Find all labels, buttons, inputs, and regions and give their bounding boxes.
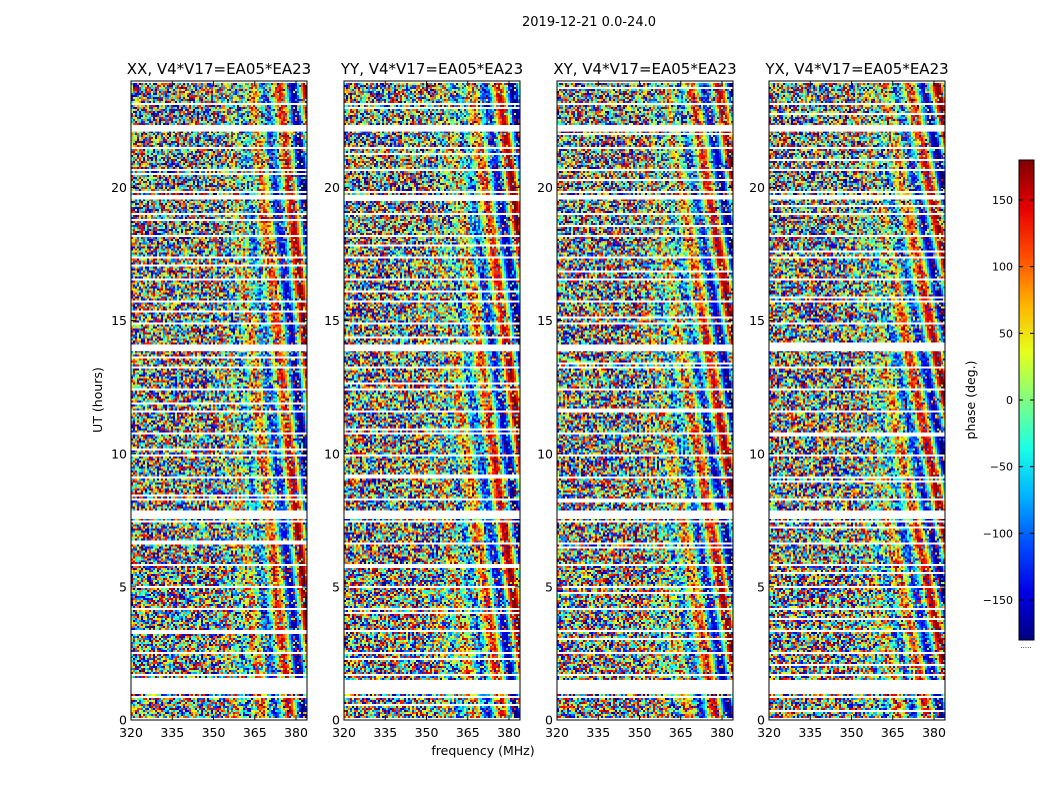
panel-frame: [556, 80, 734, 721]
x-tick-label: 380: [922, 725, 946, 740]
x-tick-label: 350: [202, 725, 226, 740]
y-tick-label: 20: [537, 180, 553, 195]
x-tick-label: 365: [243, 725, 267, 740]
data-gap: [344, 680, 520, 694]
x-tick-label: 365: [456, 725, 480, 740]
colorbar-label: phase (deg.): [963, 361, 978, 440]
y-tick-label: 0: [545, 713, 553, 728]
y-tick-label: 0: [332, 713, 340, 728]
panel-title: YY, V4*V17=EA05*EA23: [340, 60, 523, 78]
y-tick-label: 0: [757, 713, 765, 728]
panel-yx: YX, V4*V17=EA05*EA23 320 335 350 365 380 0 5 10 1…: [749, 60, 949, 740]
panel-xy: XY, V4*V17=EA05*EA23 320 335 350 365 380 0 5 10 1…: [537, 60, 737, 740]
y-tick-label: 10: [111, 446, 127, 461]
x-tick-label: 320: [545, 725, 569, 740]
y-axis-label: UT (hours): [90, 367, 105, 433]
panel-frame: [343, 80, 521, 721]
data-gap: [131, 680, 307, 694]
y-tick-label: 15: [324, 313, 340, 328]
y-tick-label: 15: [111, 313, 127, 328]
y-tick-label: 20: [324, 180, 340, 195]
data-gap: [769, 680, 945, 694]
colorbar-tick-label: 150: [992, 194, 1013, 207]
phase-heatmap: [344, 81, 520, 720]
y-tick-label: 15: [537, 313, 553, 328]
data-gap: [557, 195, 733, 200]
data-gap: [131, 127, 307, 132]
y-tick-label: 10: [749, 446, 765, 461]
data-gap: [344, 195, 520, 200]
data-gap: [344, 510, 520, 519]
x-tick-label: 320: [119, 725, 143, 740]
colorbar-tick-label: 50: [999, 327, 1013, 340]
colorbar-bottom-label: .....: [1020, 642, 1031, 650]
colorbar-tick-label: −100: [983, 527, 1013, 540]
x-axis-label: frequency (MHz): [431, 743, 534, 758]
panel-group: XX, V4*V17=EA05*EA23 320 335 350 365 380 0 5 10 1…: [111, 60, 949, 740]
panel-frame: [130, 80, 308, 721]
colorbar: −150 −100 −50 0 50 100 150: [983, 159, 1035, 641]
x-tick-label: 320: [757, 725, 781, 740]
panel-title: XY, V4*V17=EA05*EA23: [553, 60, 736, 78]
y-tick-label: 5: [545, 579, 553, 594]
y-tick-label: 15: [749, 313, 765, 328]
y-tick-label: 20: [111, 180, 127, 195]
data-gap: [769, 510, 945, 519]
x-tick-label: 380: [497, 725, 521, 740]
panel-xx: XX, V4*V17=EA05*EA23 320 335 350 365 380 0 5 10 1…: [111, 60, 311, 740]
panel-title: XX, V4*V17=EA05*EA23: [127, 60, 311, 78]
data-gap: [557, 680, 733, 694]
phase-heatmap: [769, 81, 945, 720]
data-gap: [344, 127, 520, 132]
colorbar-tick-label: 100: [992, 261, 1013, 274]
y-tick-label: 20: [749, 180, 765, 195]
x-tick-label: 335: [798, 725, 822, 740]
data-gap: [769, 347, 945, 352]
panel-title: YX, V4*V17=EA05*EA23: [764, 60, 948, 78]
x-tick-label: 365: [881, 725, 905, 740]
x-tick-label: 335: [586, 725, 610, 740]
x-tick-label: 350: [840, 725, 864, 740]
figure-title: 2019-12-21 0.0-24.0: [522, 15, 656, 30]
x-tick-label: 365: [669, 725, 693, 740]
x-tick-label: 350: [628, 725, 652, 740]
phase-heatmap: [557, 81, 733, 720]
panel-frame: [768, 80, 946, 721]
data-gap: [131, 510, 307, 519]
data-gap: [557, 347, 733, 352]
y-tick-label: 10: [324, 446, 340, 461]
y-tick-label: 10: [537, 446, 553, 461]
colorbar-tick-label: −50: [990, 461, 1013, 474]
colorbar-tick-label: 0: [1006, 394, 1013, 407]
y-tick-label: 0: [119, 713, 127, 728]
data-gap: [557, 127, 733, 132]
data-gap: [131, 195, 307, 200]
x-tick-label: 335: [160, 725, 184, 740]
x-tick-label: 350: [415, 725, 439, 740]
phase-heatmap: [131, 81, 307, 720]
data-gap: [131, 347, 307, 352]
x-tick-label: 335: [373, 725, 397, 740]
data-gap: [769, 127, 945, 132]
y-tick-label: 5: [332, 579, 340, 594]
colorbar-tick-label: −150: [983, 594, 1013, 607]
panel-yy: YY, V4*V17=EA05*EA23 320 335 350 365 380 0 5 10 1…: [324, 60, 523, 740]
x-tick-label: 380: [284, 725, 308, 740]
x-tick-label: 380: [710, 725, 734, 740]
data-gap: [769, 195, 945, 200]
x-tick-label: 320: [332, 725, 356, 740]
y-tick-label: 5: [119, 579, 127, 594]
y-tick-label: 5: [757, 579, 765, 594]
data-gap: [344, 347, 520, 352]
data-gap: [557, 510, 733, 519]
